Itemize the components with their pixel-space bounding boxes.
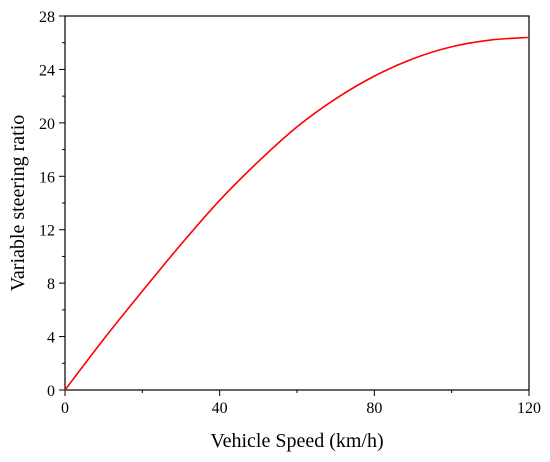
y-axis-ticks: 0 4 8 12 16 20 24 28 xyxy=(39,9,65,400)
y-axis-title: Variable steering ratio xyxy=(7,115,29,292)
y-tick-label: 16 xyxy=(39,169,55,186)
series-line-0 xyxy=(64,36,530,391)
y-tick-label: 12 xyxy=(39,223,55,240)
x-axis-title: Vehicle Speed (km/h) xyxy=(210,430,383,452)
plot-border xyxy=(64,15,530,391)
x-tick-label: 120 xyxy=(517,400,541,417)
series-layer xyxy=(64,36,530,391)
plot-frame xyxy=(64,15,530,391)
x-tick-label: 0 xyxy=(61,400,69,417)
y-tick-label: 0 xyxy=(47,383,55,400)
y-tick-label: 24 xyxy=(39,62,55,79)
x-axis-ticks: 0 40 80 120 xyxy=(61,390,541,417)
x-tick-label: 80 xyxy=(366,400,382,417)
y-tick-label: 4 xyxy=(47,330,55,347)
y-tick-label: 8 xyxy=(47,276,55,293)
y-tick-label: 28 xyxy=(39,9,55,26)
y-tick-label: 20 xyxy=(39,116,55,133)
x-tick-label: 40 xyxy=(212,400,228,417)
